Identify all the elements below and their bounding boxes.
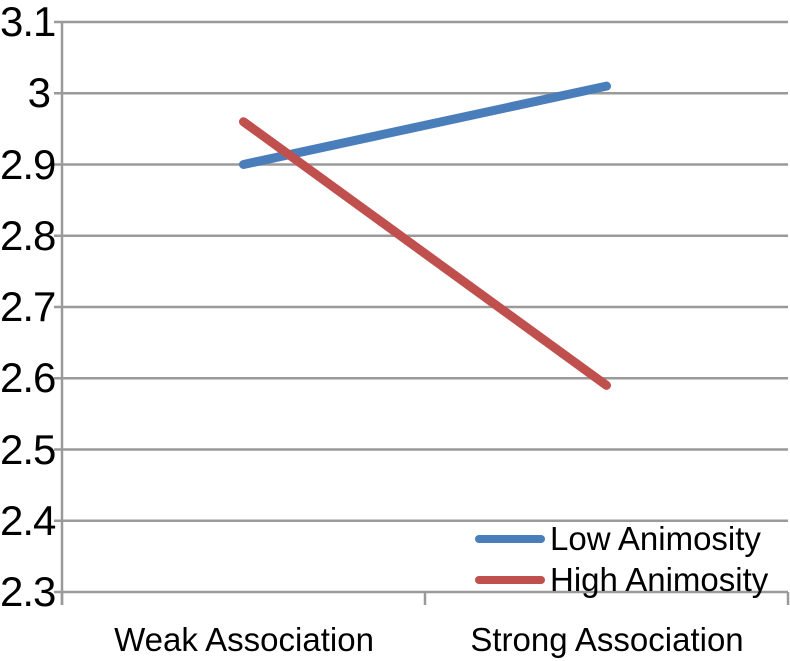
y-tick-label: 2.7 — [0, 283, 56, 330]
series-line-low-animosity — [239, 81, 611, 169]
x-axis-label-weak-association: Weak Association — [114, 621, 374, 658]
legend-label-high-animosity: High Animosity — [550, 561, 769, 598]
y-tick-label: 2.4 — [0, 496, 56, 544]
y-tick-label: 3 — [27, 69, 51, 117]
legend-item-high-animosity: High Animosity — [475, 559, 768, 600]
x-axis-label-strong-association: Strong Association — [470, 621, 744, 658]
y-tick-label: 2.5 — [0, 425, 56, 473]
legend: Low Animosity High Animosity — [475, 518, 768, 600]
y-tick-label: 2.9 — [0, 140, 56, 188]
legend-line-swatch-low-animosity — [475, 534, 545, 543]
legend-line-swatch-high-animosity — [475, 575, 545, 584]
series-line-high-animosity — [239, 117, 611, 390]
legend-item-low-animosity: Low Animosity — [475, 518, 768, 559]
y-tick-label: 3.1 — [0, 0, 56, 45]
y-tick-label: 2.6 — [0, 354, 56, 402]
y-tick-label: 2.3 — [0, 568, 56, 615]
legend-label-low-animosity: Low Animosity — [550, 520, 761, 557]
y-tick-label: 2.8 — [0, 211, 56, 259]
